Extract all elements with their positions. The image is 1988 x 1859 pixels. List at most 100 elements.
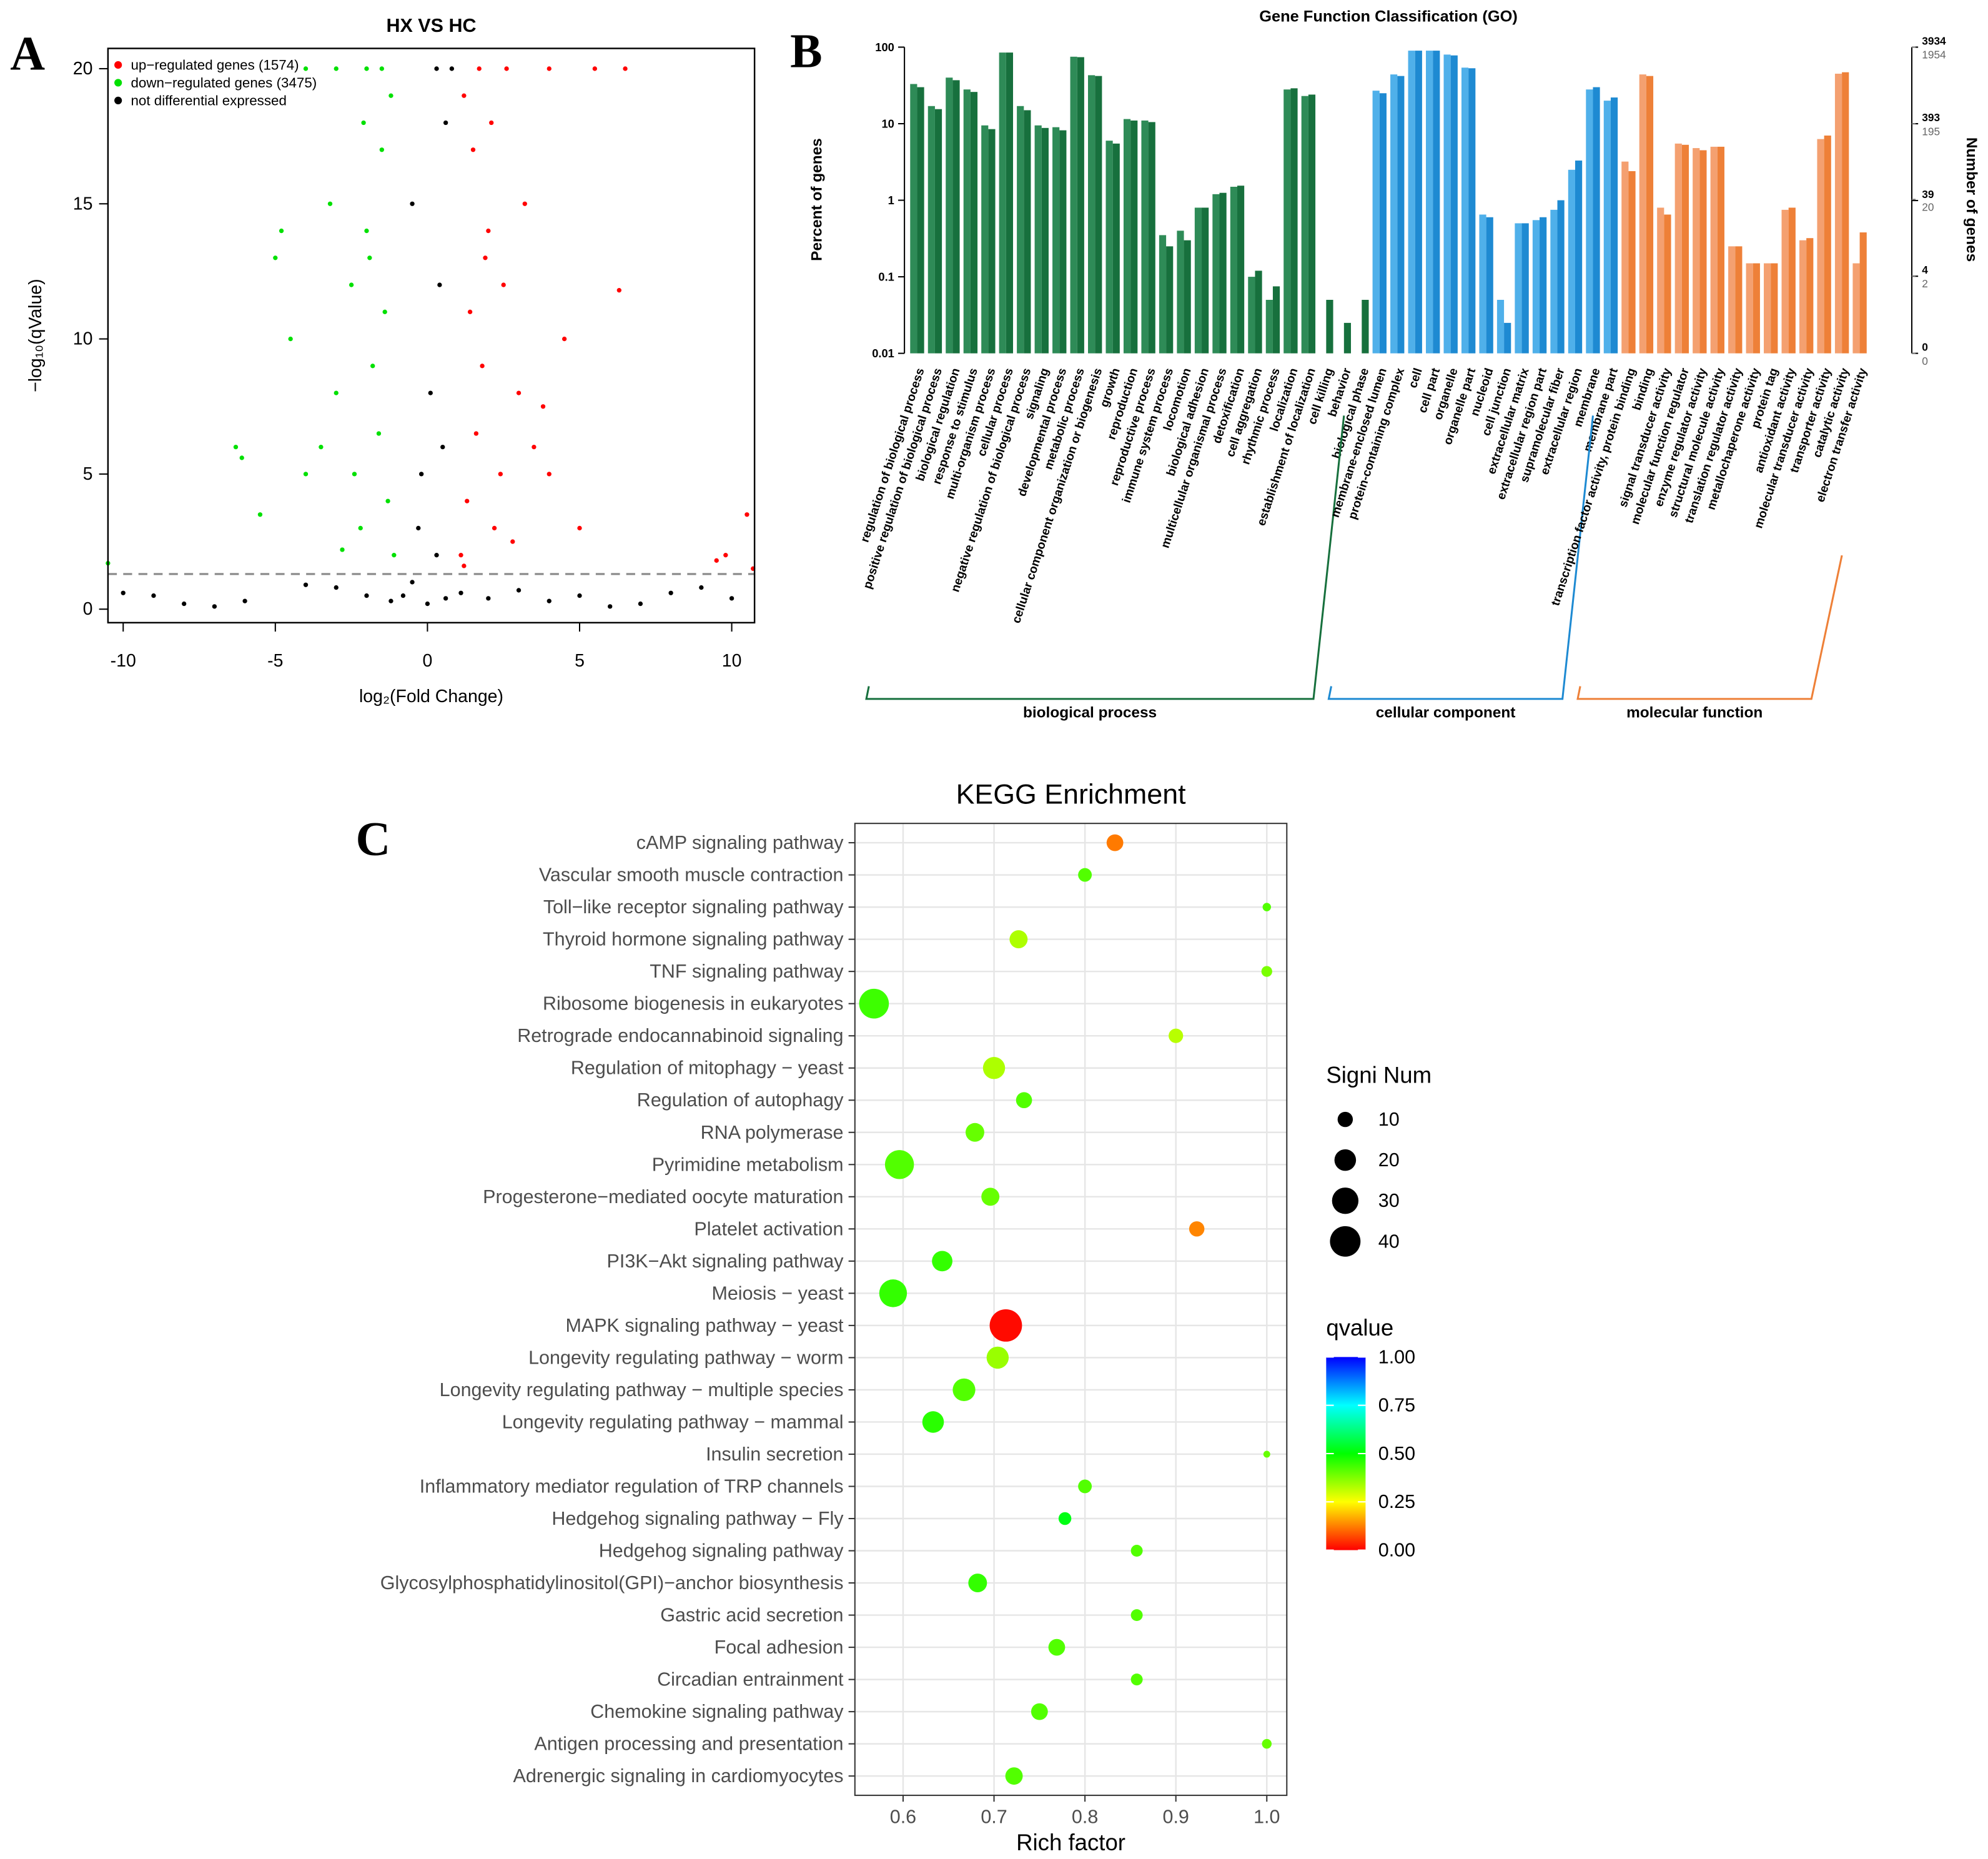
data-point	[449, 66, 455, 71]
data-point	[577, 593, 582, 598]
x-axis-label: Rich factor	[1016, 1830, 1125, 1855]
y3-tick-label: 2	[1922, 277, 1928, 290]
data-point	[443, 120, 448, 126]
colorbar-title: qvalue	[1326, 1315, 1393, 1341]
bar	[1194, 207, 1202, 354]
group-label: molecular function	[1626, 705, 1763, 721]
bar	[1077, 57, 1084, 354]
y-tick-label: 0	[83, 599, 93, 619]
x-axis-label: log₂(Fold Change)	[359, 687, 503, 706]
size-legend-marker	[1332, 1187, 1359, 1214]
bubble	[879, 1279, 907, 1307]
panel-letter: A	[10, 27, 45, 81]
bubble	[1261, 966, 1272, 977]
data-point	[608, 604, 613, 609]
x-tick-label: 1.0	[1254, 1807, 1280, 1828]
bubble	[1262, 1738, 1272, 1749]
bar	[1568, 169, 1575, 354]
bar	[1550, 209, 1558, 354]
bar	[1426, 51, 1433, 354]
bar	[1272, 286, 1280, 354]
bar	[1628, 171, 1636, 354]
y-tick-label: Insulin secretion	[706, 1444, 843, 1465]
data-point	[443, 596, 448, 601]
bar	[1746, 263, 1753, 354]
data-point	[273, 255, 278, 260]
x-tick-label: 0.9	[1162, 1807, 1189, 1828]
y-tick-label: 15	[73, 194, 93, 214]
y3-tick-label: 20	[1922, 201, 1934, 214]
panel-letter: B	[790, 24, 823, 78]
bubble	[986, 1346, 1009, 1369]
bubble	[981, 1187, 1000, 1206]
bubble	[1048, 1638, 1066, 1656]
y-tick-label: 10	[881, 117, 894, 131]
bubble	[1078, 1479, 1092, 1494]
bar	[1842, 72, 1849, 354]
bubble	[1262, 903, 1271, 911]
bar	[1468, 68, 1476, 354]
x-tick-label: 5	[575, 651, 585, 671]
bubble	[1130, 1545, 1143, 1557]
data-point	[388, 598, 393, 603]
y-tick-label: MAPK signaling pathway − yeast	[565, 1315, 844, 1336]
bubble	[968, 1574, 987, 1593]
bubble	[1130, 1609, 1143, 1622]
bar	[1681, 144, 1689, 354]
size-legend-label: 30	[1378, 1190, 1400, 1211]
data-point	[699, 585, 704, 590]
data-point	[486, 228, 491, 234]
bar	[1219, 192, 1227, 354]
bar	[1237, 186, 1245, 354]
bar	[1248, 277, 1255, 354]
bar	[934, 109, 942, 354]
bar	[1343, 322, 1352, 354]
data-point	[379, 147, 384, 152]
bar	[1255, 270, 1262, 354]
bar	[1852, 263, 1860, 354]
data-point	[467, 309, 473, 314]
data-point	[492, 525, 497, 531]
data-point	[516, 588, 522, 593]
size-legend-marker	[1334, 1149, 1357, 1171]
y-tick-label: 0.01	[872, 347, 894, 360]
data-point	[486, 596, 491, 601]
data-point	[434, 66, 439, 71]
colorbar-label: 0.25	[1378, 1491, 1415, 1512]
data-point	[616, 288, 621, 293]
group-bracket	[1327, 415, 1594, 700]
data-point	[400, 593, 406, 598]
bar	[1034, 125, 1042, 354]
colorbar-label: 0.50	[1378, 1443, 1415, 1464]
bar	[1379, 93, 1387, 354]
data-point	[279, 228, 284, 234]
x-tick-label: 0.6	[890, 1807, 916, 1828]
bar	[1710, 146, 1718, 354]
bar	[1753, 263, 1760, 354]
bubble	[989, 1309, 1022, 1342]
plot-frame	[107, 47, 756, 624]
bar	[1088, 75, 1095, 354]
plot-background	[854, 823, 1287, 1796]
y3-tick-label: 195	[1922, 125, 1940, 137]
data-point	[477, 66, 482, 71]
data-point	[498, 472, 503, 477]
data-point	[340, 547, 345, 552]
x-tick-label: -10	[111, 651, 136, 671]
bubble	[1169, 1028, 1184, 1043]
legend-label: up−regulated genes (1574)	[131, 57, 299, 72]
bar	[1308, 94, 1316, 354]
bar	[1621, 161, 1629, 354]
bubble	[952, 1378, 976, 1402]
data-point	[470, 147, 476, 152]
data-point	[257, 512, 263, 517]
x-tick-label: 0	[422, 651, 432, 671]
data-point	[410, 580, 415, 585]
data-point	[358, 525, 363, 531]
data-point	[364, 593, 369, 598]
bar	[1141, 120, 1149, 354]
y3-tick-label: 0	[1922, 355, 1928, 367]
bar	[1859, 232, 1867, 354]
data-point	[522, 201, 527, 206]
